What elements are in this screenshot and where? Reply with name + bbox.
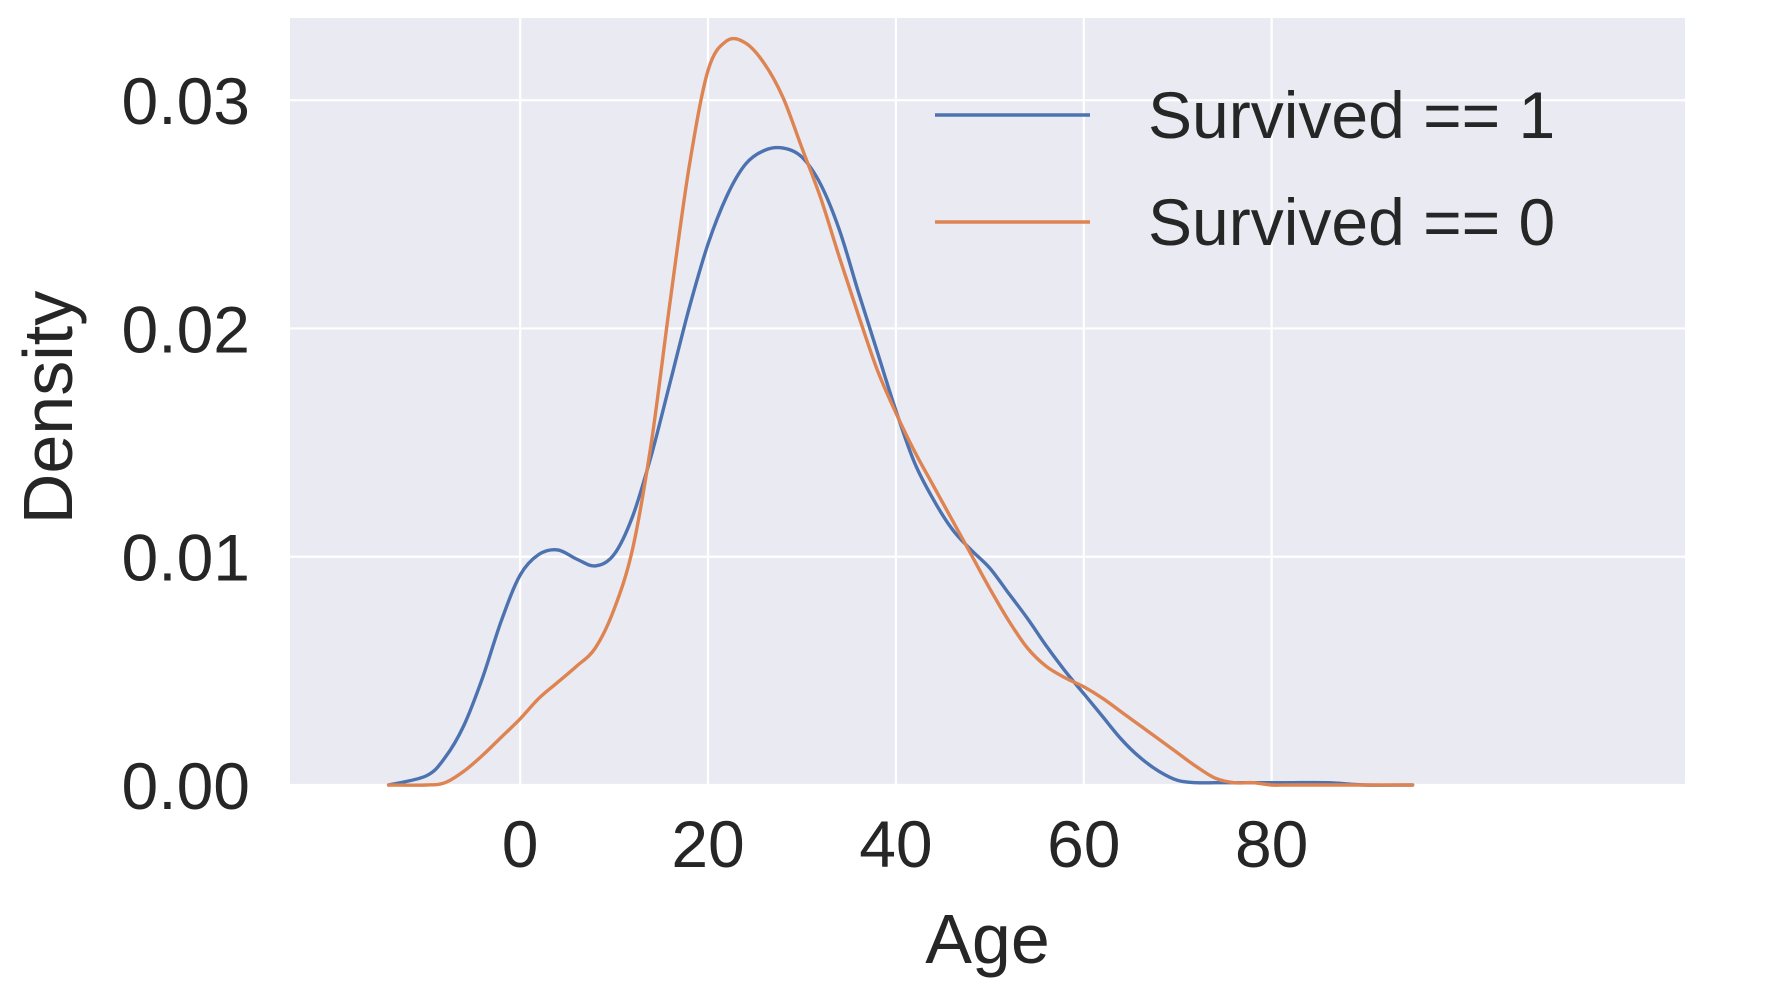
grid <box>290 18 1685 787</box>
y-axis-label: Density <box>9 291 87 524</box>
plot-area <box>290 18 1685 785</box>
y-tick-labels: 0.00 0.01 0.02 0.03 <box>122 64 250 823</box>
x-tick-label: 0 <box>502 807 539 881</box>
y-tick-label: 0.03 <box>122 64 250 138</box>
series-lines <box>386 36 1415 787</box>
x-tick-label: 40 <box>859 807 932 881</box>
legend-label: Survived == 0 <box>1148 185 1555 259</box>
series-line-0 <box>386 145 1415 787</box>
x-tick-label: 60 <box>1047 807 1120 881</box>
y-tick-label: 0.02 <box>122 292 250 366</box>
y-tick-label: 0.00 <box>122 749 250 823</box>
legend: Survived == 1 Survived == 0 <box>935 78 1555 259</box>
series-line-1 <box>386 36 1415 787</box>
x-axis-label: Age <box>925 900 1050 978</box>
y-tick-label: 0.01 <box>122 521 250 595</box>
legend-label: Survived == 1 <box>1148 78 1555 152</box>
x-tick-label: 80 <box>1235 807 1308 881</box>
x-tick-labels: 0 20 40 60 80 <box>502 807 1309 881</box>
x-tick-label: 20 <box>671 807 744 881</box>
